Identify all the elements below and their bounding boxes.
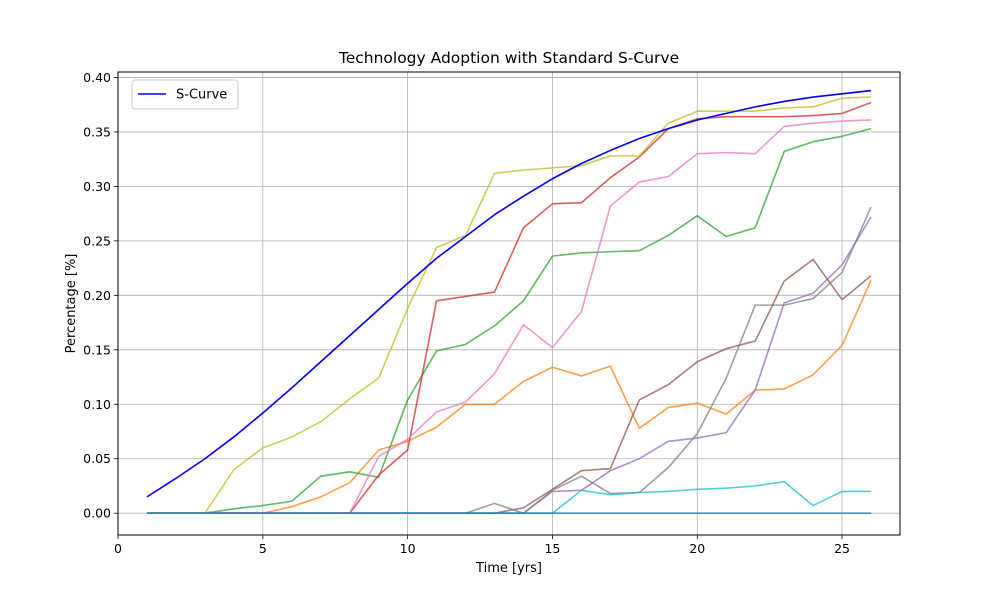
y-axis-label: Percentage [%]	[64, 254, 79, 354]
adoption-series-line-1	[146, 279, 872, 515]
y-tick-label: 0.20	[83, 288, 111, 303]
legend-box	[131, 79, 239, 110]
x-tick-label: 20	[689, 541, 705, 556]
y-tick-label: 0.10	[83, 397, 111, 412]
y-tick-label: 0.05	[83, 451, 111, 466]
x-tick-label: 0	[114, 541, 122, 556]
series-layer	[146, 89, 872, 515]
x-tick-label: 5	[259, 541, 267, 556]
y-tick-label: 0.35	[83, 124, 111, 139]
x-tick-label: 15	[544, 541, 560, 556]
legend-label: S-Curve	[176, 88, 227, 103]
chart-title: Technology Adoption with Standard S-Curv…	[338, 49, 679, 67]
y-tick-label: 0.30	[83, 179, 111, 194]
adoption-series-line-8	[146, 96, 872, 515]
tick-layer: 0 5 10 15 20 25 0.00 0.05 0.10 0.15 0.20 0.25 0.30 0.…	[83, 70, 850, 556]
x-tick-label: 25	[834, 541, 850, 556]
legend: S-Curve	[131, 79, 239, 110]
adoption-series-line-2	[146, 127, 872, 515]
y-tick-label: 0.40	[83, 70, 111, 85]
y-tick-label: 0.15	[83, 342, 111, 357]
s-curve-series-line	[146, 89, 872, 498]
plot-frame	[117, 71, 901, 536]
x-tick-label: 10	[400, 541, 416, 556]
y-tick-label: 0.00	[83, 506, 111, 521]
y-tick-label: 0.25	[83, 233, 111, 248]
x-axis-label: Time [yrs]	[475, 561, 542, 576]
